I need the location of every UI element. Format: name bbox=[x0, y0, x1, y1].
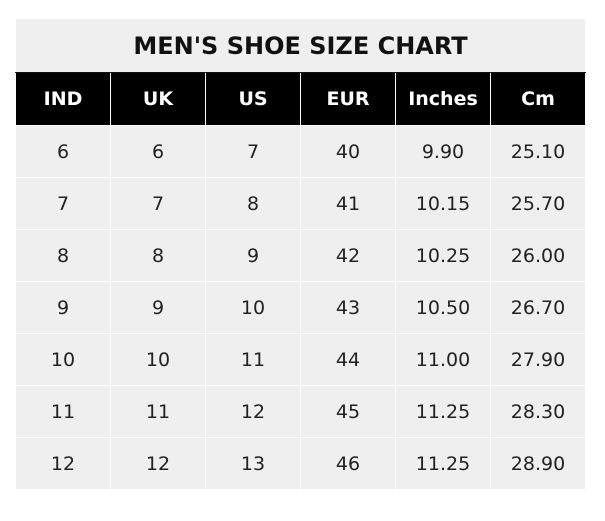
table-cell: 10.15 bbox=[395, 177, 491, 230]
column-header: Cm bbox=[490, 72, 586, 126]
table-cell: 9 bbox=[15, 281, 111, 334]
table-cell: 10.25 bbox=[395, 229, 491, 282]
table-cell: 6 bbox=[15, 125, 111, 178]
table-cell: 11 bbox=[15, 385, 111, 438]
table-cell: 10 bbox=[110, 333, 206, 386]
table-cell: 10.50 bbox=[395, 281, 491, 334]
table-cell: 9 bbox=[110, 281, 206, 334]
table-cell: 8 bbox=[15, 229, 111, 282]
table-cell: 7 bbox=[205, 125, 301, 178]
table-row: 9 9 10 43 10.50 26.70 bbox=[15, 281, 586, 334]
table-cell: 11 bbox=[110, 385, 206, 438]
table-cell: 7 bbox=[15, 177, 111, 230]
table-cell: 9.90 bbox=[395, 125, 491, 178]
table-row: 11 11 12 45 11.25 28.30 bbox=[15, 385, 586, 438]
table-cell: 10 bbox=[15, 333, 111, 386]
table-row: 7 7 8 41 10.15 25.70 bbox=[15, 177, 586, 230]
shoe-size-table: MEN'S SHOE SIZE CHART IND UK US EUR Inches Cm… bbox=[15, 18, 586, 490]
table-cell: 8 bbox=[205, 177, 301, 230]
header-row: IND UK US EUR Inches Cm bbox=[15, 72, 586, 126]
table-row: 8 8 9 42 10.25 26.00 bbox=[15, 229, 586, 282]
table-cell: 26.00 bbox=[490, 229, 586, 282]
table-cell: 8 bbox=[110, 229, 206, 282]
table-cell: 12 bbox=[15, 437, 111, 490]
column-header: IND bbox=[15, 72, 111, 126]
table-cell: 25.10 bbox=[490, 125, 586, 178]
table-cell: 42 bbox=[300, 229, 396, 282]
table-row: 12 12 13 46 11.25 28.90 bbox=[15, 437, 586, 490]
table-cell: 26.70 bbox=[490, 281, 586, 334]
table-cell: 10 bbox=[205, 281, 301, 334]
table-cell: 7 bbox=[110, 177, 206, 230]
column-header: Inches bbox=[395, 72, 491, 126]
table-cell: 41 bbox=[300, 177, 396, 230]
column-header: UK bbox=[110, 72, 206, 126]
table-cell: 25.70 bbox=[490, 177, 586, 230]
table-cell: 40 bbox=[300, 125, 396, 178]
table-row: 10 10 11 44 11.00 27.90 bbox=[15, 333, 586, 386]
column-header: EUR bbox=[300, 72, 396, 126]
table-cell: 6 bbox=[110, 125, 206, 178]
table-cell: 44 bbox=[300, 333, 396, 386]
table-cell: 45 bbox=[300, 385, 396, 438]
table-row: 6 6 7 40 9.90 25.10 bbox=[15, 125, 586, 178]
table-cell: 11.25 bbox=[395, 385, 491, 438]
table-cell: 11 bbox=[205, 333, 301, 386]
column-header: US bbox=[205, 72, 301, 126]
table-cell: 11.25 bbox=[395, 437, 491, 490]
table-cell: 27.90 bbox=[490, 333, 586, 386]
table-cell: 12 bbox=[110, 437, 206, 490]
table-cell: 28.90 bbox=[490, 437, 586, 490]
table-cell: 28.30 bbox=[490, 385, 586, 438]
table-cell: 12 bbox=[205, 385, 301, 438]
table-title: MEN'S SHOE SIZE CHART bbox=[15, 18, 586, 73]
table-cell: 43 bbox=[300, 281, 396, 334]
table-cell: 13 bbox=[205, 437, 301, 490]
table-cell: 9 bbox=[205, 229, 301, 282]
table-cell: 46 bbox=[300, 437, 396, 490]
table-cell: 11.00 bbox=[395, 333, 491, 386]
